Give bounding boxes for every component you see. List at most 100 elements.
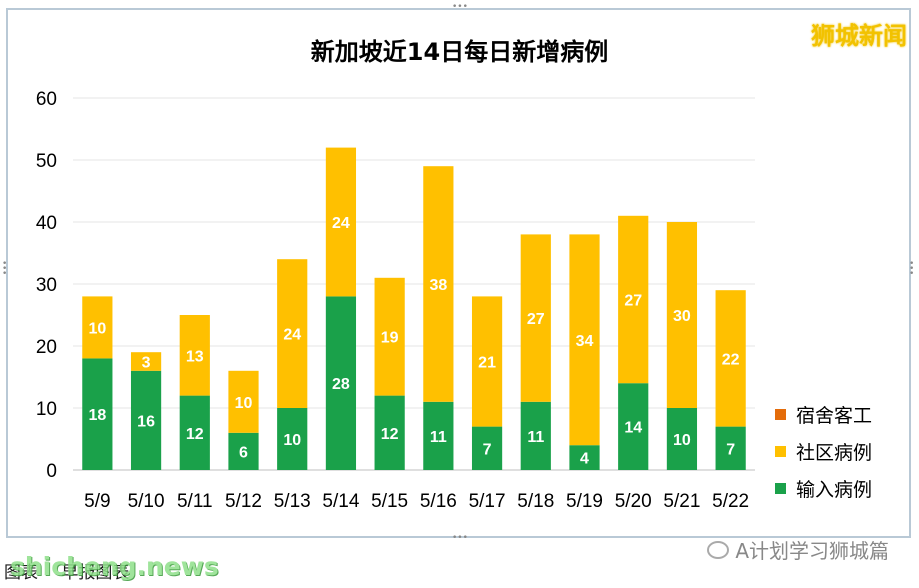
bar-segment [374,395,405,470]
data-label: 10 [283,432,301,449]
bar-segment [130,352,162,371]
x-tick-label: 5/19 [566,491,603,512]
x-tick-label: 5/21 [663,491,700,512]
data-label: 6 [239,444,248,461]
data-label: 14 [624,420,642,437]
bar-segment [228,432,259,470]
bar-segment [520,401,551,470]
x-tick-label: 5/16 [420,491,457,512]
data-label: 10 [235,395,253,412]
data-label: 27 [624,293,642,310]
bar-segment [277,259,308,408]
y-tick-label: 30 [36,275,57,296]
data-label: 30 [673,308,691,325]
x-tick-label: 5/18 [517,491,554,512]
data-label: 18 [88,407,106,424]
data-label: 19 [381,330,399,347]
footer-tag-right: 早报图表 [61,563,130,583]
data-label: 7 [483,441,492,458]
legend-label: 宿舍客工 [796,405,873,427]
wechat-account: A计划学习狮城篇 [707,535,889,564]
legend-item: 输入病例 [775,470,872,507]
footer-tags: 图表 早报图表 [4,558,147,583]
bar-segment [277,408,308,470]
bar-segment [130,370,162,470]
x-tick-label: 5/9 [84,491,110,512]
bar-segment [82,296,113,359]
legend-item: 宿舍客工 [775,396,872,433]
data-label: 7 [726,441,735,458]
y-tick-label: 50 [36,151,57,172]
data-label: 11 [527,429,544,446]
bar-segment [471,296,503,427]
right-resize-handle[interactable]: • • • [909,259,915,279]
data-label: 3 [142,355,151,372]
data-label: 27 [527,311,545,328]
legend-swatch [775,446,786,457]
data-label: 10 [88,320,106,337]
y-tick-label: 10 [36,399,57,420]
top-resize-handle[interactable]: ••• [452,2,468,12]
bar-segment [179,315,210,396]
x-tick-label: 5/22 [712,491,749,512]
legend-item: 社区病例 [775,433,872,470]
legend-swatch [775,409,786,420]
data-label: 34 [576,333,594,350]
left-resize-handle[interactable]: • • • [2,259,8,279]
x-tick-label: 5/11 [177,491,213,512]
x-tick-label: 5/17 [469,491,506,512]
data-label: 4 [580,451,589,468]
bar-segment [666,222,698,408]
x-tick-label: 5/12 [225,491,262,512]
data-label: 24 [332,215,350,232]
chart-legend: 宿舍客工社区病例输入病例 [775,396,872,507]
bar-segment [228,370,259,433]
data-label: 38 [429,277,447,294]
x-tick-label: 5/14 [322,491,359,512]
bar-segment [471,426,503,470]
footer-tag-left: 图表 [4,563,38,583]
bottom-resize-handle[interactable]: ••• [452,533,468,543]
site-watermark: shicheng.news [10,552,219,581]
brand-label: 狮城新闻 [811,22,907,50]
bar-segment [325,296,357,470]
x-tick-label: 5/15 [371,491,408,512]
data-label: 24 [283,327,301,344]
data-label: 16 [137,413,155,430]
bar-segment [423,401,454,470]
data-label: 12 [186,426,204,443]
data-label: 21 [478,355,496,372]
bar-segment [179,395,210,470]
bar-segment [325,147,357,297]
bar-segment [618,215,649,384]
data-label: 10 [673,432,691,449]
bar-segment [715,426,746,470]
y-tick-label: 20 [36,337,57,358]
data-label: 11 [430,429,447,446]
bar-segment [569,445,600,470]
bar-segment [618,383,649,470]
bar-segment [520,234,551,402]
bar-segment [569,234,600,446]
data-label: 22 [722,351,740,368]
wechat-account-label: A计划学习狮城篇 [735,539,889,563]
x-tick-label: 5/20 [615,491,652,512]
bar-segment [666,408,698,470]
data-label: 13 [186,348,204,365]
wechat-icon [707,540,730,559]
y-tick-label: 60 [36,89,57,110]
y-tick-label: 40 [36,213,57,234]
bar-segment [715,290,746,427]
bar-segment [82,358,113,470]
data-label: 12 [381,426,399,443]
legend-swatch [775,483,786,494]
chart-title: 新加坡近14日每日新增病例 [310,38,609,66]
bar-segment [374,277,405,396]
x-tick-label: 5/10 [128,491,165,512]
data-label: 28 [332,376,350,393]
legend-label: 输入病例 [796,479,873,501]
y-tick-label: 0 [46,461,57,482]
legend-label: 社区病例 [796,442,873,464]
bar-segment [423,166,454,402]
